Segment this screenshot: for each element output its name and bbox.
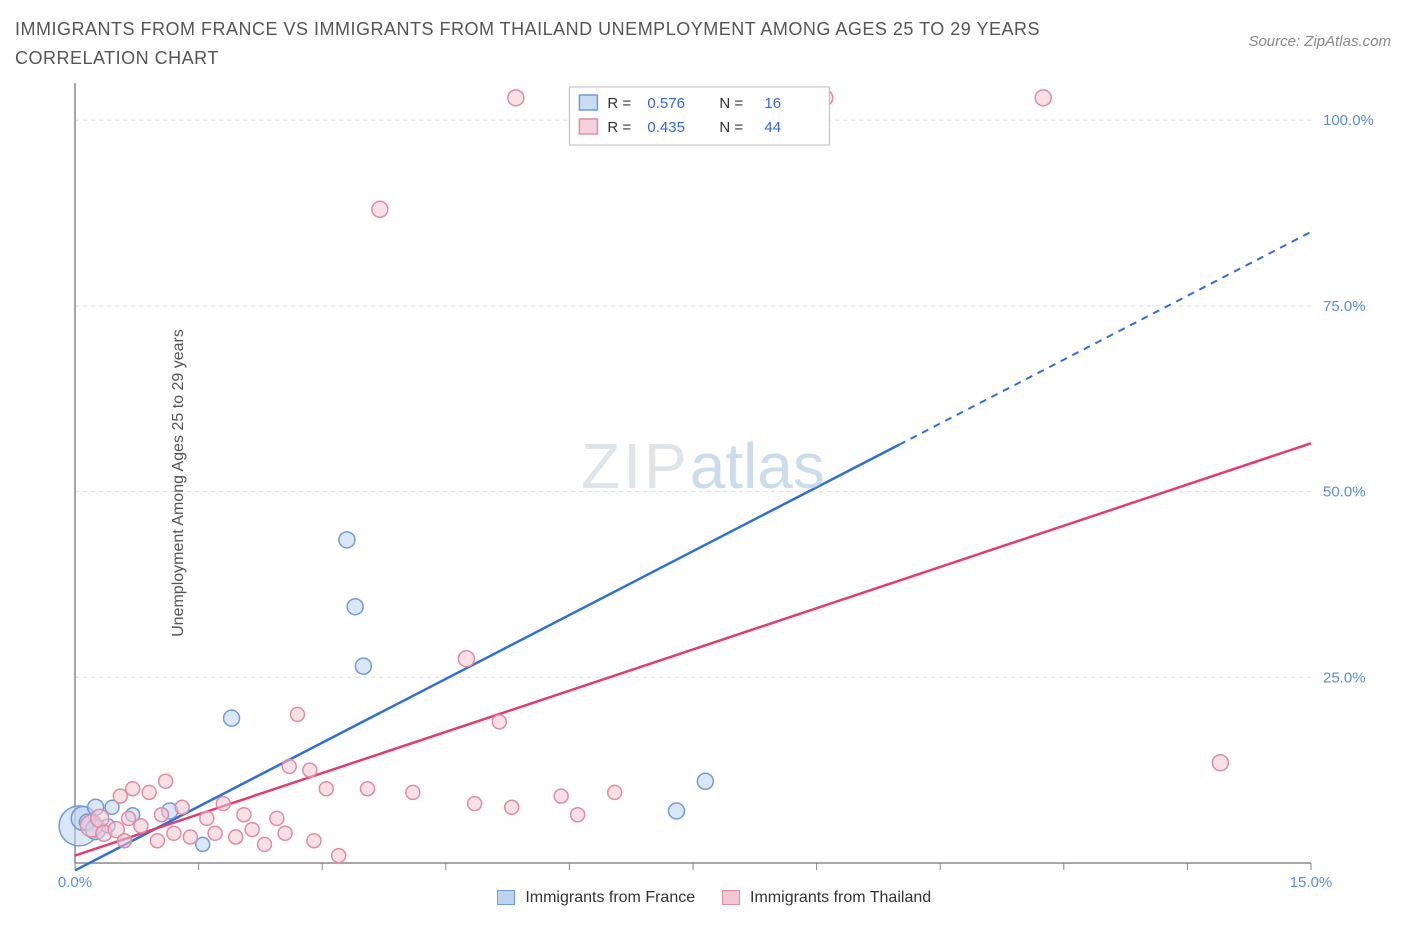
chart-container: Unemployment Among Ages 25 to 29 years Z…: [15, 73, 1391, 893]
chart-title: IMMIGRANTS FROM FRANCE VS IMMIGRANTS FRO…: [15, 15, 1115, 73]
svg-text:16: 16: [764, 95, 781, 112]
svg-text:100.0%: 100.0%: [1323, 112, 1374, 129]
scatter-plot: 0.0% 15.0% 25.0% 50.0% 75.0% 100.0% R = 0.576 N …: [15, 73, 1391, 893]
source-credit: Source: ZipAtlas.com: [1248, 33, 1391, 50]
svg-text:44: 44: [764, 119, 781, 136]
svg-text:0.435: 0.435: [647, 119, 685, 136]
svg-text:75.0%: 75.0%: [1323, 297, 1366, 314]
svg-text:15.0%: 15.0%: [1290, 874, 1333, 891]
y-axis-label: Unemployment Among Ages 25 to 29 years: [170, 329, 188, 637]
svg-text:R =: R =: [607, 119, 631, 136]
svg-text:25.0%: 25.0%: [1323, 669, 1366, 686]
svg-text:N =: N =: [719, 119, 743, 136]
svg-text:0.0%: 0.0%: [58, 874, 92, 891]
svg-text:R =: R =: [607, 95, 631, 112]
svg-text:0.576: 0.576: [647, 95, 685, 112]
svg-text:N =: N =: [719, 95, 743, 112]
svg-text:50.0%: 50.0%: [1323, 483, 1366, 500]
